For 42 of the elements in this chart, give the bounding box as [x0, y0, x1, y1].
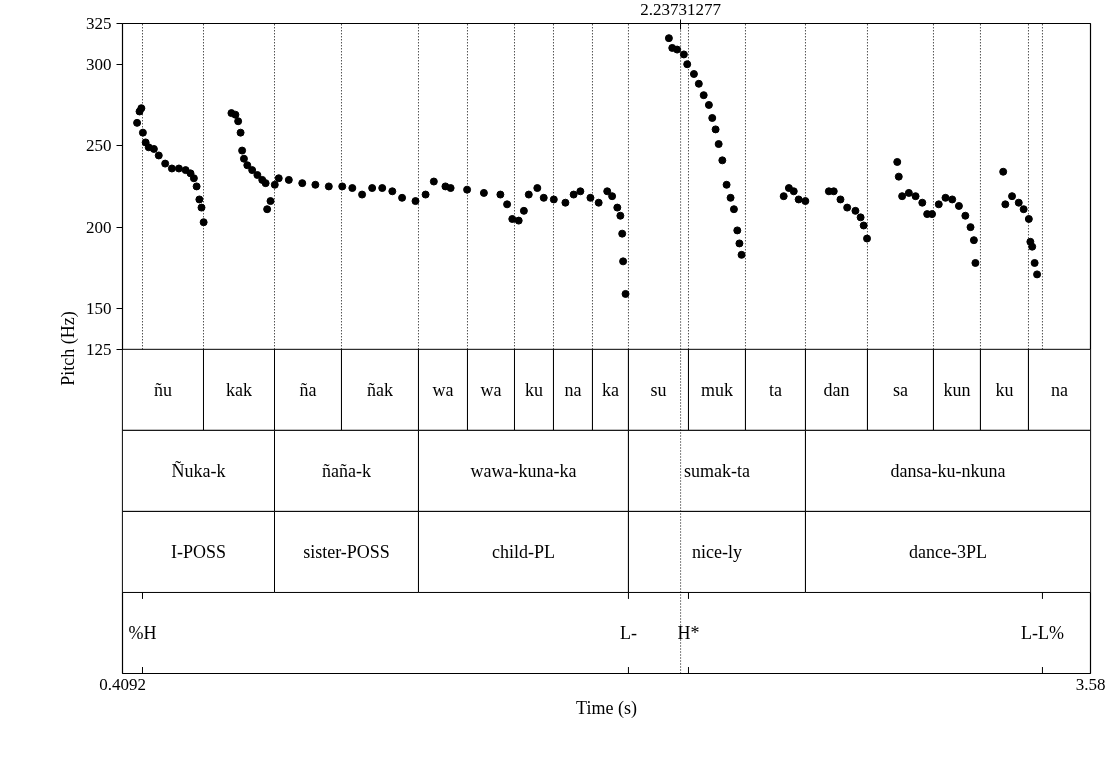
y-axis-title: Pitch (Hz) [58, 311, 79, 386]
band-label: Ñuka-k [171, 459, 226, 481]
ref-line-label: H* [677, 622, 700, 643]
y-tick-label: 325 [86, 14, 112, 33]
band-label: ku [995, 379, 1014, 400]
x-axis-title: Time (s) [576, 697, 637, 719]
band-label: muk [700, 379, 733, 400]
band-label: ña [299, 379, 317, 400]
band-label: dansa-ku-nkuna [890, 460, 1006, 481]
band-label: wawa-kuna-ka [470, 460, 577, 481]
band-label: ku [524, 379, 543, 400]
band-label: I-POSS [170, 541, 227, 562]
band-label: ñaña-k [322, 460, 371, 481]
band-label: nice-ly [691, 541, 742, 562]
band-label: sumak-ta [683, 460, 750, 481]
band-label: wa [432, 379, 454, 400]
band-label: sa [892, 379, 908, 400]
y-tick-label: 250 [86, 136, 112, 156]
band-label: na [1050, 379, 1068, 400]
band-label: ta [768, 379, 782, 400]
ref-line-label: L-L% [1020, 622, 1064, 643]
band-label: su [650, 379, 667, 400]
band-label: ñak [366, 379, 393, 400]
ref-line-label: 2.23731277 [640, 0, 722, 19]
band-label: ñu [154, 379, 172, 400]
x-tick-label: 3.58 [1075, 674, 1106, 694]
x-tick-label: 0.4092 [99, 674, 146, 694]
band-label: dan [823, 379, 850, 400]
y-tick-label: 200 [86, 217, 112, 237]
band-label: kun [943, 379, 971, 400]
band-label: child-PL [491, 541, 555, 562]
y-tick-label: 300 [86, 54, 112, 74]
band-label: wa [480, 379, 502, 400]
band-label: kak [226, 379, 252, 400]
y-tick-label: 125 [86, 339, 112, 359]
band-label: dance-3PL [908, 541, 987, 562]
band-label: ka [601, 379, 619, 400]
y-tick-label: 150 [86, 299, 112, 319]
band-label: sister-POSS [303, 541, 390, 562]
ref-line-label: L- [619, 622, 637, 643]
ref-line-label: %H [128, 622, 157, 643]
band-label: na [564, 379, 582, 400]
